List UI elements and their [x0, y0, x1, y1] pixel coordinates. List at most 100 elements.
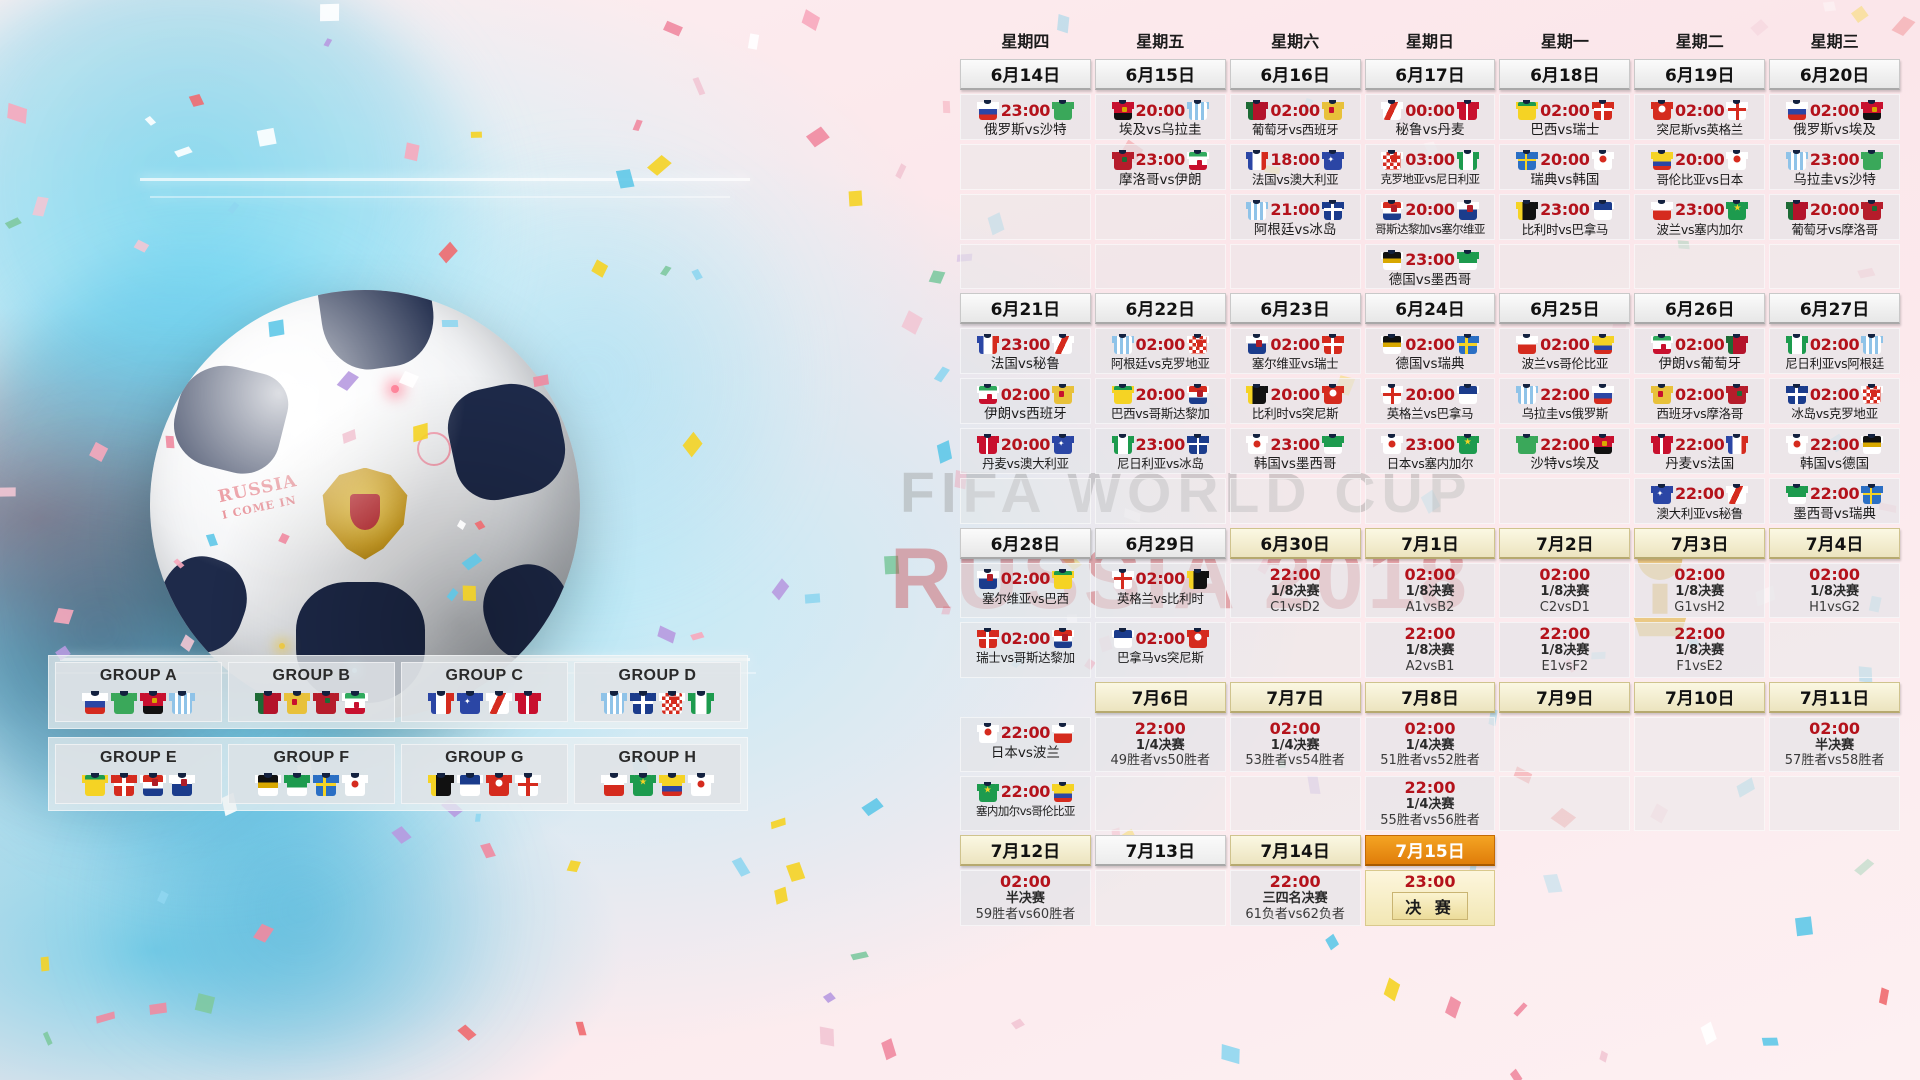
date-cell[interactable]: 6月20日	[1769, 59, 1900, 90]
date-cell[interactable]: 6月14日	[960, 59, 1091, 90]
group-match-card[interactable]: 02:00 塞尔维亚vs巴西	[960, 562, 1091, 619]
date-cell[interactable]: 7月13日	[1094, 835, 1226, 867]
date-cell[interactable]: 7月11日	[1769, 681, 1900, 713]
knockout-match-card[interactable]: 02:00 1/8决赛 A1vsB2	[1364, 562, 1496, 619]
date-cell[interactable]: 6月22日	[1094, 293, 1226, 325]
date-cell[interactable]: 6月29日	[1094, 527, 1226, 559]
group-box-group-h[interactable]: GROUP H ★	[574, 744, 741, 804]
date-cell[interactable]: 6月21日	[960, 293, 1091, 325]
group-match-card[interactable]: 23:00 ★ 波兰vs塞内加尔	[1634, 193, 1766, 240]
knockout-match-card[interactable]: 22:00 1/8决赛 F1vsE2	[1634, 622, 1766, 678]
group-box-group-a[interactable]: GROUP A	[55, 662, 222, 722]
date-cell[interactable]: 6月15日	[1094, 59, 1226, 90]
group-match-card[interactable]: 02:00 巴拿马vs突尼斯	[1094, 622, 1226, 678]
group-match-card[interactable]: 22:00 丹麦vs法国	[1634, 428, 1766, 474]
knockout-match-card[interactable]: 22:00 三四名决赛 61负者vs62负者	[1229, 870, 1361, 926]
group-match-card[interactable]: 02:00 波兰vs哥伦比亚	[1499, 328, 1631, 375]
date-cell[interactable]: 7月4日	[1769, 527, 1900, 559]
date-cell[interactable]: 6月25日	[1499, 293, 1631, 325]
group-match-card[interactable]: 02:00 西班牙vs摩洛哥	[1634, 378, 1766, 425]
group-match-card[interactable]: 00:00 秘鲁vs丹麦	[1364, 94, 1496, 140]
group-match-card[interactable]: 23:00 尼日利亚vs冰岛	[1094, 428, 1226, 474]
date-cell[interactable]: 7月7日	[1229, 681, 1361, 713]
group-match-card[interactable]: 20:00 巴西vs哥斯达黎加	[1094, 378, 1226, 425]
group-match-card[interactable]: 02:00 巴西vs瑞士	[1499, 94, 1631, 140]
date-cell[interactable]: 6月24日	[1364, 293, 1496, 325]
group-match-card[interactable]: 22:00 沙特vs埃及	[1499, 428, 1631, 474]
date-cell[interactable]: 6月23日	[1229, 293, 1361, 325]
group-match-card[interactable]: 02:00 塞尔维亚vs瑞士	[1229, 328, 1361, 375]
group-match-card[interactable]: 02:00 突尼斯vs英格兰	[1634, 94, 1766, 140]
date-cell[interactable]: 6月26日	[1634, 293, 1766, 325]
group-match-card[interactable]: ★ 22:00 塞内加尔vs哥伦比亚	[960, 775, 1091, 832]
final-match-card[interactable]: 23:00 决 赛	[1364, 870, 1496, 926]
group-match-card[interactable]: 02:00 阿根廷vs克罗地亚	[1094, 328, 1226, 375]
date-cell[interactable]: 7月12日	[960, 835, 1091, 867]
group-box-group-d[interactable]: GROUP D	[574, 662, 741, 722]
knockout-match-card[interactable]: 02:00 半决赛 57胜者vs58胜者	[1769, 716, 1900, 772]
group-match-card[interactable]: 22:00 乌拉圭vs俄罗斯	[1499, 378, 1631, 425]
group-match-card[interactable]: 20:00 英格兰vs巴拿马	[1364, 378, 1496, 425]
date-cell[interactable]: 7月10日	[1634, 681, 1766, 713]
group-match-card[interactable]: 23:00 ★ 日本vs塞内加尔	[1364, 428, 1496, 474]
date-cell[interactable]: 7月3日	[1634, 527, 1766, 559]
group-match-card[interactable]: 23:00 比利时vs巴拿马	[1499, 193, 1631, 240]
knockout-match-card[interactable]: 02:00 1/8决赛 G1vsH2	[1634, 562, 1766, 619]
date-cell[interactable]: 7月6日	[1094, 681, 1226, 713]
group-box-group-g[interactable]: GROUP G	[401, 744, 568, 804]
knockout-match-card[interactable]: 22:00 1/4决赛 49胜者vs50胜者	[1094, 716, 1226, 772]
group-match-card[interactable]: 23:00 韩国vs墨西哥	[1229, 428, 1361, 474]
group-match-card[interactable]: 22:00 日本vs波兰	[960, 716, 1091, 772]
group-match-card[interactable]: 22:00 墨西哥vs瑞典	[1769, 477, 1900, 524]
knockout-match-card[interactable]: 02:00 半决赛 59胜者vs60胜者	[960, 870, 1091, 926]
date-cell[interactable]: 6月16日	[1229, 59, 1361, 90]
knockout-match-card[interactable]: 22:00 1/8决赛 E1vsF2	[1499, 622, 1631, 678]
date-cell[interactable]: 6月19日	[1634, 59, 1766, 90]
group-match-card[interactable]: ✦ 22:00 澳大利亚vs秘鲁	[1634, 477, 1766, 524]
group-box-group-c[interactable]: GROUP C ✦	[401, 662, 568, 722]
date-cell[interactable]: 7月2日	[1499, 527, 1631, 559]
group-match-card[interactable]: 21:00 阿根廷vs冰岛	[1229, 193, 1361, 240]
date-cell[interactable]: 7月15日	[1364, 835, 1496, 867]
knockout-match-card[interactable]: 02:00 1/8决赛 C2vsD1	[1499, 562, 1631, 619]
group-match-card[interactable]: 23:00 俄罗斯vs沙特	[960, 94, 1091, 140]
group-match-card[interactable]: 23:00 摩洛哥vs伊朗	[1094, 143, 1226, 190]
group-match-card[interactable]: 02:00 瑞士vs哥斯达黎加	[960, 622, 1091, 678]
date-cell[interactable]: 7月14日	[1229, 835, 1361, 867]
date-cell[interactable]: 7月9日	[1499, 681, 1631, 713]
date-cell[interactable]: 6月30日	[1229, 527, 1361, 559]
group-match-card[interactable]: 02:00 伊朗vs西班牙	[960, 378, 1091, 425]
knockout-match-card[interactable]: 22:00 1/8决赛 A2vsB1	[1364, 622, 1496, 678]
group-match-card[interactable]: 02:00 俄罗斯vs埃及	[1769, 94, 1900, 140]
group-match-card[interactable]: 23:00 乌拉圭vs沙特	[1769, 143, 1900, 190]
group-box-group-f[interactable]: GROUP F	[228, 744, 395, 804]
group-match-card[interactable]: 03:00 克罗地亚vs尼日利亚	[1364, 143, 1496, 190]
group-match-card[interactable]: 20:00 瑞典vs韩国	[1499, 143, 1631, 190]
date-cell[interactable]: 6月28日	[960, 527, 1091, 559]
group-match-card[interactable]: 20:00 ✦ 丹麦vs澳大利亚	[960, 428, 1091, 474]
group-match-card[interactable]: 02:00 伊朗vs葡萄牙	[1634, 328, 1766, 375]
knockout-match-card[interactable]: 22:00 1/4决赛 55胜者vs56胜者	[1364, 775, 1496, 832]
knockout-match-card[interactable]: 02:00 1/4决赛 53胜者vs54胜者	[1229, 716, 1361, 772]
date-cell[interactable]: 7月1日	[1364, 527, 1496, 559]
group-match-card[interactable]: 22:00 韩国vs德国	[1769, 428, 1900, 474]
knockout-match-card[interactable]: 02:00 1/4决赛 51胜者vs52胜者	[1364, 716, 1496, 772]
group-match-card[interactable]: 20:00 哥斯达黎加vs塞尔维亚	[1364, 193, 1496, 240]
group-match-card[interactable]: 02:00 英格兰vs比利时	[1094, 562, 1226, 619]
group-box-group-e[interactable]: GROUP E	[55, 744, 222, 804]
group-match-card[interactable]: 20:00 葡萄牙vs摩洛哥	[1769, 193, 1900, 240]
group-match-card[interactable]: 20:00 比利时vs突尼斯	[1229, 378, 1361, 425]
date-cell[interactable]: 7月8日	[1364, 681, 1496, 713]
group-box-group-b[interactable]: GROUP B	[228, 662, 395, 722]
knockout-match-card[interactable]: 02:00 1/8决赛 H1vsG2	[1769, 562, 1900, 619]
group-match-card[interactable]: 20:00 哥伦比亚vs日本	[1634, 143, 1766, 190]
group-match-card[interactable]: 02:00 尼日利亚vs阿根廷	[1769, 328, 1900, 375]
group-match-card[interactable]: 20:00 埃及vs乌拉圭	[1094, 94, 1226, 140]
group-match-card[interactable]: 18:00 ✦ 法国vs澳大利亚	[1229, 143, 1361, 190]
group-match-card[interactable]: 02:00 冰岛vs克罗地亚	[1769, 378, 1900, 425]
knockout-match-card[interactable]: 22:00 1/8决赛 C1vsD2	[1229, 562, 1361, 619]
group-match-card[interactable]: 23:00 德国vs墨西哥	[1364, 243, 1496, 290]
date-cell[interactable]: 6月17日	[1364, 59, 1496, 90]
group-match-card[interactable]: 23:00 法国vs秘鲁	[960, 328, 1091, 375]
group-match-card[interactable]: 02:00 德国vs瑞典	[1364, 328, 1496, 375]
